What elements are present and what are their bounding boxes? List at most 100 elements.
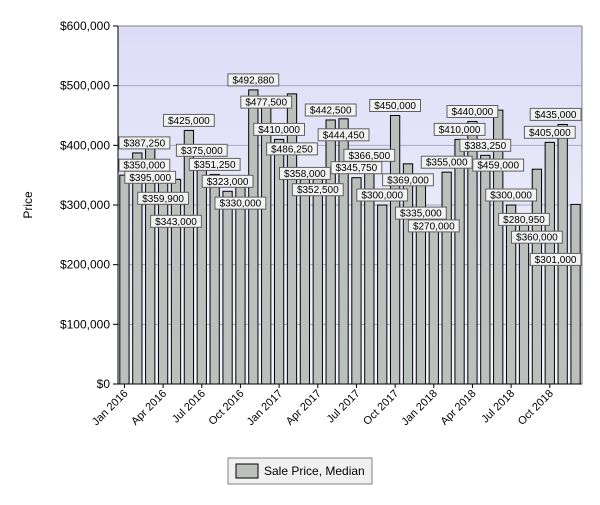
data-label-box [201, 174, 254, 188]
data-label: $410,000 [439, 125, 481, 136]
bar [570, 203, 581, 385]
data-label-box [446, 105, 499, 118]
bar [428, 222, 439, 385]
data-label: $330,000 [220, 199, 262, 210]
data-label: $435,000 [535, 110, 577, 121]
data-label: $335,000 [400, 209, 442, 220]
x-tick-label: Jul 2016 [170, 388, 208, 426]
data-label: $450,000 [374, 101, 416, 112]
data-label: $366,500 [348, 151, 390, 162]
data-label: $323,000 [207, 177, 249, 188]
data-label-box [529, 252, 582, 266]
data-label-box [420, 155, 473, 169]
data-label: $345,750 [336, 163, 378, 174]
data-label: $352,500 [297, 185, 339, 196]
data-label-box [253, 122, 305, 136]
data-label: $442,500 [310, 106, 352, 117]
bar [299, 169, 311, 385]
x-tick-label: Jan 2016 [90, 388, 130, 428]
data-label-box [291, 183, 344, 197]
data-label: $395,000 [129, 173, 171, 184]
data-label-box [188, 157, 241, 171]
y-axis-title: Price [21, 191, 35, 219]
data-label-box [459, 138, 512, 152]
data-label: $360,000 [516, 233, 558, 244]
data-label-box [118, 136, 171, 150]
y-tick-label: $100,000 [60, 317, 110, 331]
data-label: $383,250 [464, 141, 506, 152]
y-tick-label: $500,000 [60, 79, 110, 93]
data-label-box [150, 214, 202, 228]
bar [351, 177, 362, 385]
data-label: $301,000 [535, 255, 577, 266]
bar [454, 138, 465, 385]
data-label-box [317, 128, 370, 142]
data-label-box [279, 166, 331, 180]
data-label: $492,880 [232, 75, 274, 86]
data-label: $350,000 [124, 161, 166, 172]
data-label: $280,950 [503, 215, 545, 226]
data-label-box [382, 173, 434, 187]
data-label: $405,000 [529, 128, 571, 139]
data-label-box [227, 73, 280, 87]
bar [325, 119, 336, 385]
data-label: $444,450 [323, 130, 365, 141]
data-label-box [407, 219, 460, 233]
data-label: $369,000 [387, 175, 429, 186]
x-tick-label: Oct 2018 [516, 388, 556, 428]
bar [441, 171, 452, 385]
data-label-box [175, 143, 228, 157]
data-label-box [529, 107, 582, 121]
data-label: $387,250 [124, 138, 166, 149]
data-label-box [523, 125, 576, 139]
data-label-box [472, 158, 525, 172]
data-label: $359,900 [142, 194, 184, 205]
data-label-box [240, 95, 293, 109]
data-label: $300,000 [361, 191, 403, 202]
x-tick-label: Apr 2017 [284, 388, 324, 428]
data-label: $355,000 [426, 158, 468, 169]
data-label: $375,000 [181, 146, 223, 157]
data-label: $300,000 [490, 191, 532, 202]
x-tick-label: Oct 2017 [361, 388, 401, 428]
y-tick-label: $400,000 [60, 138, 110, 152]
data-label-box [163, 113, 215, 127]
data-label-box [214, 196, 267, 210]
y-tick-label: $200,000 [60, 258, 110, 272]
data-label: $410,000 [258, 125, 300, 136]
x-tick-label: Jan 2017 [245, 388, 285, 428]
data-label: $440,000 [452, 107, 494, 118]
data-label-box [433, 122, 486, 136]
data-label: $425,000 [168, 116, 210, 127]
data-label-box [369, 99, 422, 112]
bar [261, 98, 272, 385]
x-tick-label: Jul 2017 [325, 388, 363, 426]
data-label-box [266, 142, 318, 156]
bar [196, 159, 207, 385]
data-label-box [485, 188, 538, 202]
data-label: $343,000 [155, 217, 197, 228]
data-label-box [304, 103, 357, 117]
data-label: $351,250 [194, 160, 236, 171]
bar [286, 93, 298, 385]
legend-swatch [235, 463, 259, 479]
bar [235, 186, 246, 385]
data-label-box [511, 230, 563, 244]
x-tick-label: Oct 2016 [207, 388, 247, 428]
legend: Sale Price, Median [227, 457, 373, 485]
data-label: $459,000 [477, 161, 519, 172]
data-label: $358,000 [284, 169, 326, 180]
y-tick-label: $0 [97, 377, 111, 391]
data-label: $477,500 [245, 98, 287, 109]
data-label: $270,000 [413, 221, 455, 232]
data-label-box [137, 191, 189, 205]
bar [312, 173, 323, 385]
x-tick-label: Jul 2018 [479, 388, 517, 426]
data-label-box [395, 206, 447, 220]
data-label: $486,250 [271, 144, 313, 155]
bar [119, 174, 130, 385]
x-tick-label: Jan 2018 [399, 388, 439, 428]
data-label-box [343, 148, 396, 162]
